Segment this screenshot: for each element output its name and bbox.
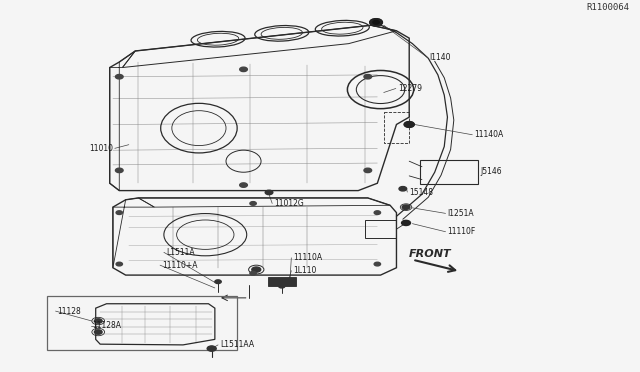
Circle shape [116, 211, 122, 215]
Circle shape [364, 74, 372, 79]
Circle shape [402, 205, 410, 209]
Text: I1251A: I1251A [447, 209, 474, 218]
Circle shape [116, 262, 122, 266]
Text: I1140: I1140 [429, 53, 451, 62]
Text: 1L110: 1L110 [293, 266, 317, 275]
Circle shape [373, 20, 380, 24]
Text: 11010: 11010 [89, 144, 113, 153]
Circle shape [115, 168, 123, 173]
Text: FRONT: FRONT [409, 249, 452, 259]
Text: 11128: 11128 [58, 307, 81, 315]
Text: 11128A: 11128A [93, 321, 122, 330]
Text: 12279: 12279 [397, 84, 422, 93]
Circle shape [374, 211, 381, 215]
Circle shape [240, 183, 247, 187]
Text: 11140A: 11140A [474, 130, 504, 139]
Circle shape [404, 122, 414, 127]
Text: L1511A: L1511A [166, 248, 195, 257]
Text: J5146: J5146 [481, 167, 502, 176]
Circle shape [250, 202, 256, 205]
Text: R1100064: R1100064 [586, 3, 629, 12]
Text: 15148: 15148 [409, 187, 433, 196]
Circle shape [115, 74, 123, 79]
Circle shape [252, 267, 260, 272]
Circle shape [278, 284, 285, 288]
Circle shape [399, 186, 406, 191]
Circle shape [364, 168, 372, 173]
Circle shape [370, 19, 383, 26]
Text: L1511AA: L1511AA [220, 340, 254, 349]
Text: 11110F: 11110F [447, 227, 476, 236]
Circle shape [265, 190, 273, 195]
Text: 11012G: 11012G [274, 199, 304, 208]
Circle shape [95, 330, 102, 334]
Text: 11110+A: 11110+A [162, 261, 198, 270]
Circle shape [374, 262, 381, 266]
Circle shape [250, 272, 256, 275]
Circle shape [401, 220, 410, 225]
Circle shape [207, 346, 216, 351]
Circle shape [240, 67, 247, 71]
FancyBboxPatch shape [268, 277, 296, 286]
Circle shape [215, 280, 221, 283]
Text: 11110A: 11110A [293, 253, 323, 262]
Circle shape [95, 319, 102, 323]
